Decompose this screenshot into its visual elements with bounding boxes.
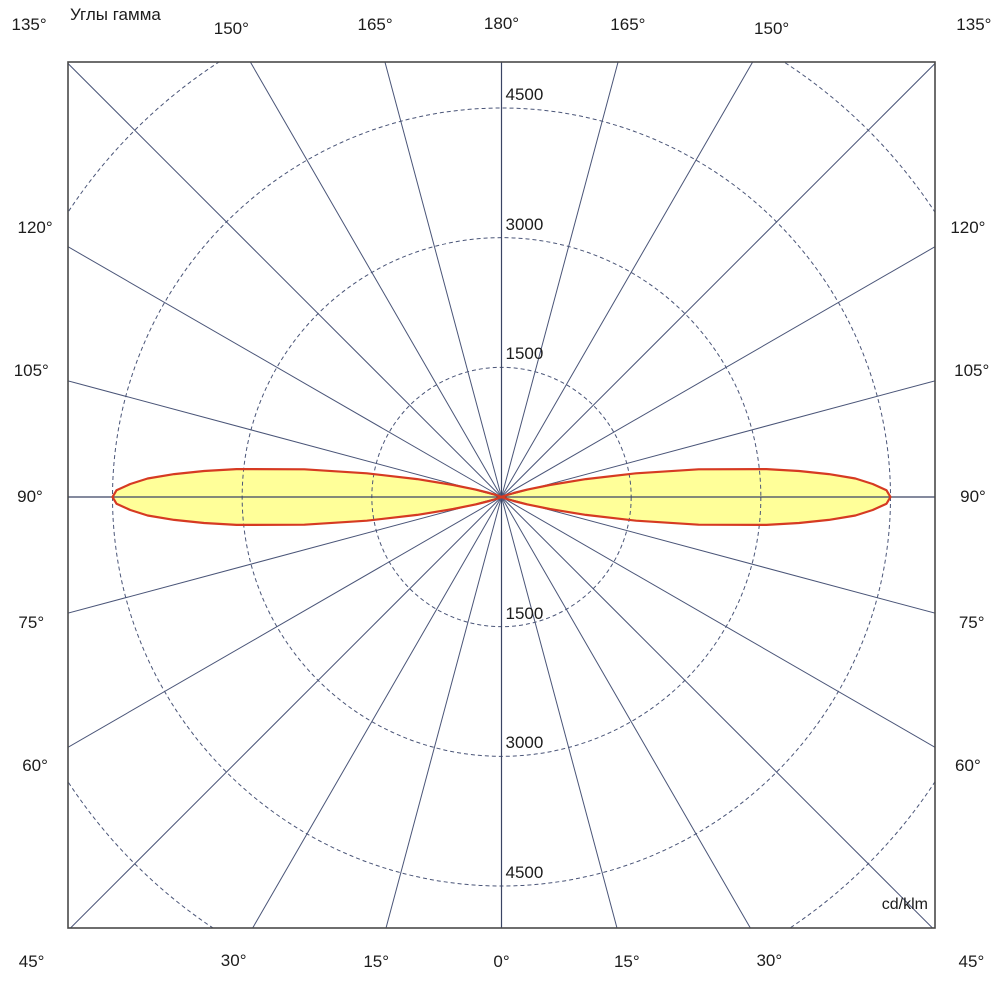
gamma-angle-label-45: 45° — [958, 952, 985, 971]
gamma-angle-label-120-left: 120° — [17, 217, 53, 237]
gamma-angle-label-105: 105° — [954, 361, 990, 380]
ring-value-label-top-4500: 4500 — [505, 85, 544, 104]
gamma-angle-label-75-left: 75° — [18, 612, 45, 632]
grid-ray-15 — [501, 496, 618, 928]
gamma-angle-label-120: 120° — [950, 217, 986, 237]
ring-value-label-bottom-4500: 4500 — [505, 863, 544, 882]
grid-ray-255 — [68, 380, 502, 498]
grid-ray-30 — [501, 496, 751, 928]
grid-ray-285 — [68, 496, 502, 614]
ring-value-label-top-1500: 1500 — [505, 344, 544, 364]
intensity-curve-fill — [112, 469, 891, 525]
gamma-angle-label-15-left: 15° — [363, 952, 390, 971]
gamma-angle-label-90: 90° — [960, 487, 986, 506]
ring-value-label-bottom-3000: 3000 — [505, 733, 544, 753]
gamma-angle-label-105-left: 105° — [13, 361, 49, 380]
ring-value-label-bottom-1500: 1500 — [505, 603, 544, 623]
gamma-angle-label-135-left: 135° — [11, 14, 47, 34]
gamma-angle-label-75: 75° — [958, 612, 985, 632]
gamma-angle-label-150-left: 150° — [213, 19, 249, 39]
grid-ray-105 — [501, 380, 935, 498]
grid-ray-345 — [385, 496, 502, 928]
grid-ray-120 — [501, 246, 935, 498]
unit-label: cd/klm — [881, 896, 928, 913]
grid-ray-45 — [501, 496, 934, 928]
gamma-angle-label-135: 135° — [956, 14, 992, 34]
grid-ray-135 — [501, 62, 935, 498]
grid-ray-210 — [249, 62, 502, 498]
plot-border — [67, 61, 936, 929]
gamma-angle-label-0: 0° — [493, 952, 510, 971]
ring-value-label-top-3000: 3000 — [505, 214, 544, 234]
gamma-angle-label-150: 150° — [754, 19, 790, 39]
grid-ray-300 — [68, 496, 502, 748]
grid-ray-315 — [69, 496, 502, 928]
gamma-angle-label-45-left: 45° — [18, 952, 45, 971]
grid-ray-150 — [501, 62, 754, 498]
intensity-curve-outline — [111, 468, 892, 526]
gamma-angle-label-165-left: 165° — [357, 15, 393, 35]
grid-ray-75 — [501, 496, 935, 614]
gamma-angle-label-30: 30° — [756, 950, 783, 970]
grid-ray-330 — [252, 496, 502, 928]
gamma-angle-label-30-left: 30° — [220, 950, 247, 970]
grid-ray-165 — [501, 62, 619, 498]
gamma-angle-label-60-left: 60° — [22, 756, 48, 776]
gamma-angle-label-15: 15° — [613, 952, 640, 971]
chart-title: Углы гамма — [70, 5, 161, 24]
gamma-angle-label-60: 60° — [955, 756, 981, 776]
gamma-angle-label-180: 180° — [483, 14, 520, 33]
gamma-angle-label-90-left: 90° — [17, 487, 43, 506]
grid-ray-60 — [501, 496, 935, 748]
grid-ray-225 — [68, 62, 502, 498]
gamma-angle-label-165: 165° — [610, 15, 646, 35]
grid-ray-240 — [68, 246, 502, 498]
grid-ray-195 — [384, 62, 502, 498]
